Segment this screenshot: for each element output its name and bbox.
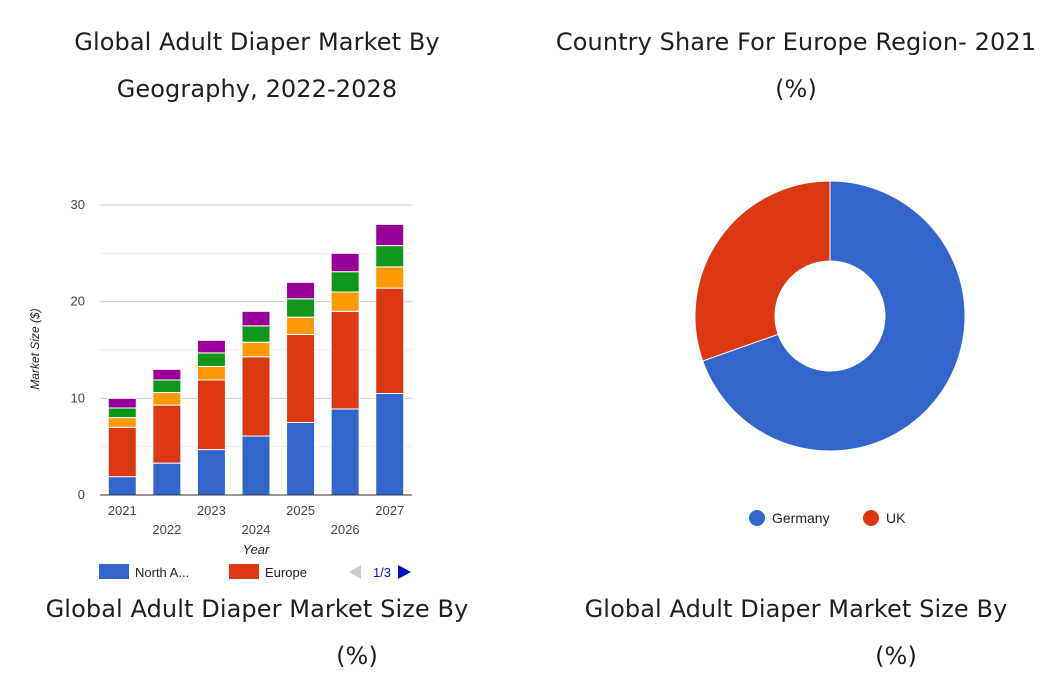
donut-slices <box>694 180 966 452</box>
bar-segment-series-3-2021[interactable] <box>107 417 137 428</box>
pager-prev-icon[interactable] <box>349 565 361 579</box>
bar-segment-series-5-2025[interactable] <box>286 281 316 300</box>
bar-segment-europe-2027[interactable] <box>375 287 405 394</box>
bar-segment-series-4-2025[interactable] <box>286 298 316 318</box>
bar-segment-series-3-2026[interactable] <box>330 291 360 312</box>
bar-segment-series-3-2024[interactable] <box>241 341 271 358</box>
bottom-left-title-line1: Global Adult Diaper Market Size By <box>45 595 469 623</box>
bar-segment-series-4-2026[interactable] <box>330 271 360 293</box>
donut-chart-title: Country Share For Europe Region- 2021 (%… <box>548 19 1044 113</box>
y-axis-label: Market Size ($) <box>28 308 42 389</box>
bar-chart-legend: North A... Europe 1/3 <box>99 564 411 580</box>
donut-legend-label[interactable]: UK <box>886 510 906 526</box>
bar-segment-europe-2021[interactable] <box>107 426 137 478</box>
bar-segment-series-3-2023[interactable] <box>196 365 226 381</box>
legend-label[interactable]: North A... <box>135 565 189 580</box>
bar-segment-north-america-2023[interactable] <box>196 449 226 496</box>
y-tick-label: 10 <box>71 390 85 405</box>
bottom-left-title-line2: (%) <box>336 642 378 670</box>
x-tick-label: 2022 <box>152 522 181 537</box>
bar-segment-series-3-2027[interactable] <box>375 266 405 289</box>
donut-slice-uk[interactable] <box>694 180 831 362</box>
bar-segment-series-5-2022[interactable] <box>152 368 182 381</box>
x-tick-label: 2026 <box>331 522 360 537</box>
donut-chart-title-line1: Country Share For Europe Region- 2021 <box>555 28 1037 56</box>
bar-segment-series-5-2024[interactable] <box>241 310 271 327</box>
bar-segment-north-america-2021[interactable] <box>107 476 137 496</box>
x-tick-label: 2024 <box>242 522 271 537</box>
bottom-right-title: Global Adult Diaper Market Size By (%) <box>578 586 1014 680</box>
bar-segment-series-5-2021[interactable] <box>107 397 137 409</box>
x-tick-label: 2021 <box>108 503 137 518</box>
bar-segment-series-4-2024[interactable] <box>241 325 271 343</box>
bar-segment-series-3-2025[interactable] <box>286 316 316 336</box>
bar-chart-axis: 0 10 20 30 2021 2022 2023 2024 2025 2026 2027 <box>71 197 412 537</box>
y-tick-label: 20 <box>71 294 85 309</box>
donut-legend: Germany UK <box>749 510 906 526</box>
bar-segment-europe-2023[interactable] <box>196 379 226 451</box>
legend-swatch <box>229 564 259 579</box>
bar-segment-series-4-2021[interactable] <box>107 407 137 419</box>
pager-next-icon[interactable] <box>398 565 411 579</box>
x-axis-label: Year <box>243 542 270 557</box>
bar-chart-bars <box>107 223 405 496</box>
donut-legend-dot <box>863 510 879 526</box>
y-tick-label: 0 <box>78 487 85 502</box>
bar-segment-series-4-2023[interactable] <box>196 352 226 367</box>
bar-segment-series-5-2027[interactable] <box>375 223 405 247</box>
bar-segment-north-america-2024[interactable] <box>241 435 271 496</box>
bar-segment-series-4-2022[interactable] <box>152 379 182 394</box>
bar-chart-title-line2: Geography, 2022-2028 <box>116 75 398 103</box>
bottom-right-title-line2: (%) <box>875 642 917 670</box>
bar-segment-north-america-2022[interactable] <box>152 462 182 496</box>
bar-segment-series-4-2027[interactable] <box>375 245 405 268</box>
bar-segment-north-america-2025[interactable] <box>286 422 316 496</box>
bar-chart-title-line1: Global Adult Diaper Market By <box>74 28 440 56</box>
legend-swatch <box>99 564 129 579</box>
bottom-right-title-line1: Global Adult Diaper Market Size By <box>584 595 1008 623</box>
bar-segment-series-5-2023[interactable] <box>196 339 226 354</box>
bar-segment-series-5-2026[interactable] <box>330 252 360 273</box>
y-tick-label: 30 <box>71 197 85 212</box>
bar-segment-europe-2024[interactable] <box>241 356 271 437</box>
x-tick-label: 2027 <box>375 503 404 518</box>
stacked-bar-chart: 0 10 20 30 2021 2022 2023 2024 2025 2026 2027 Mark… <box>28 197 412 580</box>
legend-label[interactable]: Europe <box>265 565 307 580</box>
bar-segment-europe-2022[interactable] <box>152 404 182 464</box>
bar-segment-north-america-2026[interactable] <box>330 408 360 496</box>
donut-legend-dot <box>749 510 765 526</box>
bar-chart-title: Global Adult Diaper Market By Geography,… <box>48 19 466 113</box>
pager-label: 1/3 <box>373 565 391 580</box>
bar-segment-series-3-2022[interactable] <box>152 392 182 406</box>
x-tick-label: 2023 <box>197 503 226 518</box>
bar-segment-europe-2026[interactable] <box>330 310 360 410</box>
donut-slice-germany[interactable] <box>702 180 966 452</box>
x-tick-label: 2025 <box>286 503 315 518</box>
donut-chart-title-line2: (%) <box>775 75 817 103</box>
bottom-left-title: Global Adult Diaper Market Size By (%) <box>40 586 474 680</box>
bar-segment-europe-2025[interactable] <box>286 334 316 423</box>
donut-legend-label[interactable]: Germany <box>772 510 830 526</box>
bar-segment-north-america-2027[interactable] <box>375 393 405 496</box>
